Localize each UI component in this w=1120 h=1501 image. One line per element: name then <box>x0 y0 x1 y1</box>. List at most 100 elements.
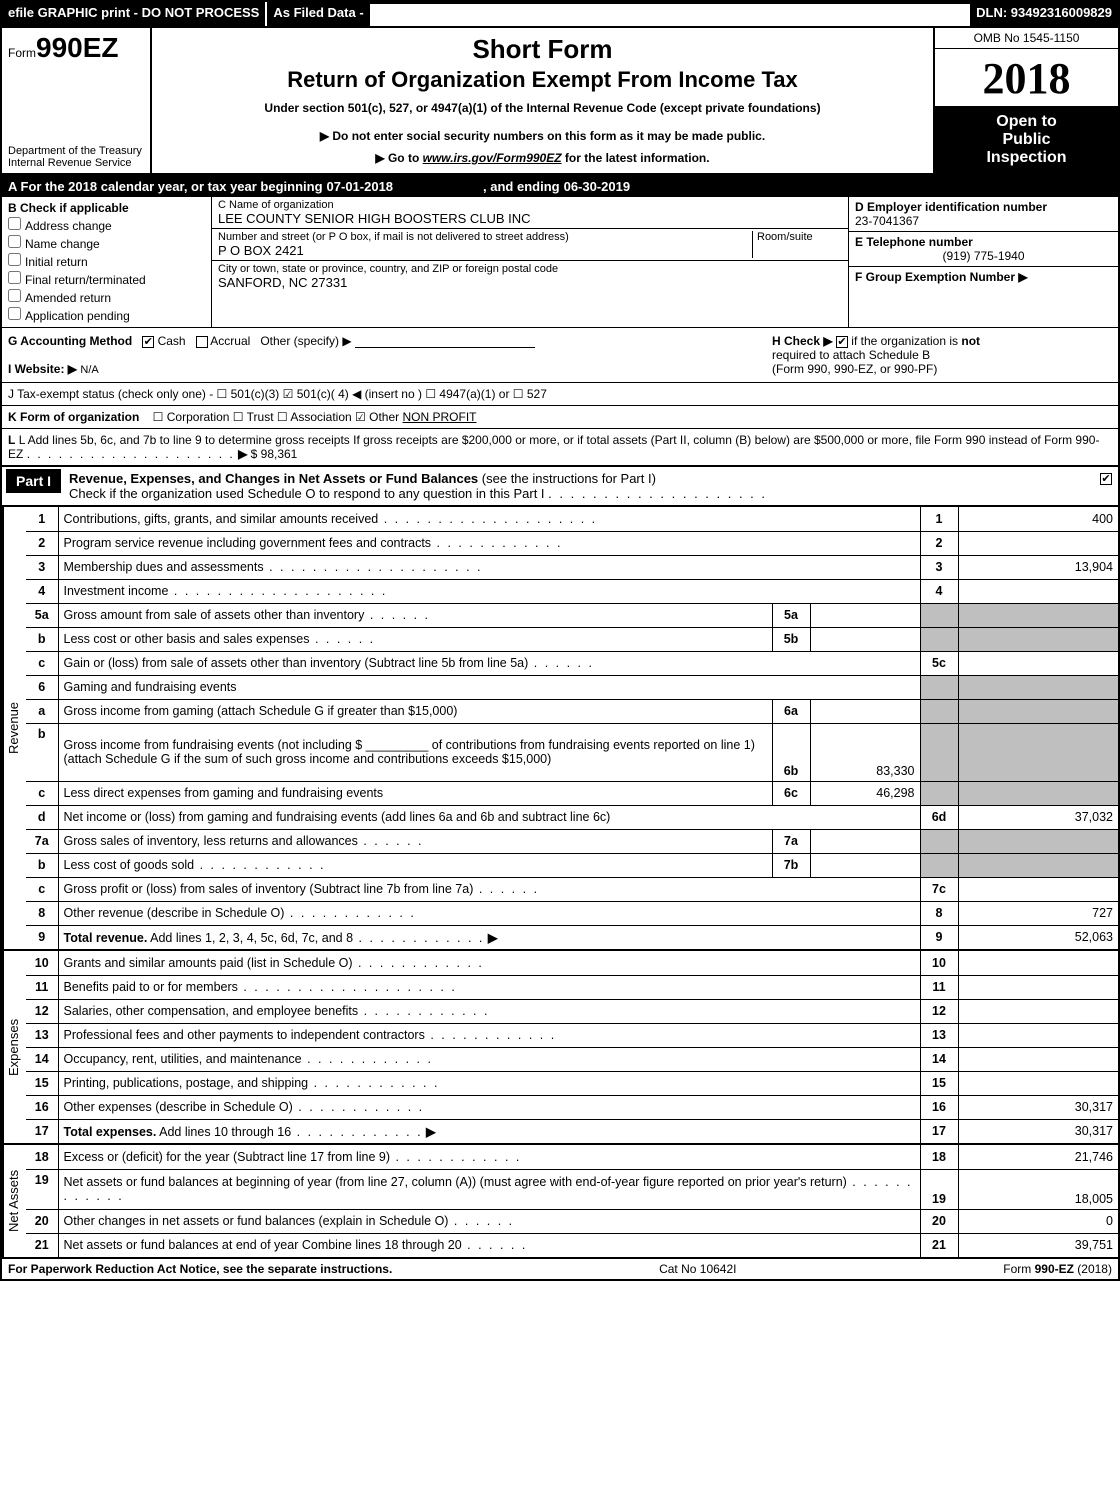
line-rv: 52,063 <box>958 925 1118 949</box>
line-l: L L Add lines 5b, 6c, and 7b to line 9 t… <box>2 429 1118 465</box>
shade-cell <box>920 829 958 853</box>
line-rv <box>958 579 1118 603</box>
line-num: b <box>26 853 58 877</box>
line-6b: b Gross income from fundraising events (… <box>26 723 1118 781</box>
shade-cell <box>920 627 958 651</box>
line-desc: Gross amount from sale of assets other t… <box>64 608 365 622</box>
dots-icon <box>353 956 484 970</box>
header-right-box: OMB No 1545-1150 2018 Open to Public Ins… <box>933 28 1118 173</box>
addr-label: Number and street (or P O box, if mail i… <box>218 231 752 243</box>
line-mn: 6c <box>772 781 810 805</box>
line-rn: 16 <box>920 1095 958 1119</box>
checkbox-accrual-icon[interactable] <box>196 336 208 348</box>
shade-cell <box>920 853 958 877</box>
subtitle-1: Under section 501(c), 527, or 4947(a)(1)… <box>160 101 925 115</box>
form-header: Form990EZ Department of the Treasury Int… <box>2 26 1118 176</box>
part-1-checkbox-wrap: ✔ <box>1094 467 1118 489</box>
line-rn: 20 <box>920 1209 958 1233</box>
line-rn: 3 <box>920 555 958 579</box>
as-filed-value <box>370 2 382 26</box>
footer-right: Form 990-EZ (2018) <box>1003 1262 1112 1276</box>
line-num: 7a <box>26 829 58 853</box>
irs-link[interactable]: www.irs.gov/Form990EZ <box>423 151 562 165</box>
line-desc: Add lines 10 through 16 <box>156 1125 291 1139</box>
dots-icon <box>308 1076 439 1090</box>
line-rn: 13 <box>920 1023 958 1047</box>
line-num: b <box>26 723 58 781</box>
line-num: 17 <box>26 1119 58 1143</box>
line-desc: Gross income from gaming (attach Schedul… <box>64 704 458 718</box>
checkbox-h-icon[interactable]: ✔ <box>836 336 848 348</box>
line-desc: Contributions, gifts, grants, and simila… <box>64 512 379 526</box>
checkbox-part1-icon[interactable]: ✔ <box>1100 473 1112 485</box>
line-desc: Grants and similar amounts paid (list in… <box>64 956 353 970</box>
chk-final-return[interactable]: Final return/terminated <box>8 271 205 287</box>
checkbox-icon[interactable] <box>8 217 21 230</box>
line-rn: 5c <box>920 651 958 675</box>
line-rv: 18,005 <box>958 1169 1118 1209</box>
subtitle-2: ▶ Do not enter social security numbers o… <box>160 129 925 143</box>
line-rn: 1 <box>920 507 958 531</box>
line-rv <box>958 1047 1118 1071</box>
box-b: B Check if applicable Address change Nam… <box>2 197 212 327</box>
k-label: K Form of organization <box>8 410 139 424</box>
shade-cell <box>958 829 1118 853</box>
checkbox-icon[interactable] <box>8 253 21 266</box>
line-num: 11 <box>26 975 58 999</box>
topbar-spacer <box>382 2 970 26</box>
phone-value: (919) 775-1940 <box>855 249 1112 263</box>
line-desc: Gaming and fundraising events <box>64 680 237 694</box>
checkbox-icon[interactable] <box>8 271 21 284</box>
form-title: Return of Organization Exempt From Incom… <box>160 67 925 93</box>
line-k: K Form of organization ☐ Corporation ☐ T… <box>2 406 1118 429</box>
line-rv: 37,032 <box>958 805 1118 829</box>
part-1-check-line: Check if the organization used Schedule … <box>69 486 545 501</box>
line-10: 10 Grants and similar amounts paid (list… <box>26 951 1118 975</box>
box-f: F Group Exemption Number ▶ <box>849 267 1118 287</box>
sub3-post: for the latest information. <box>562 151 710 165</box>
chk-initial-return[interactable]: Initial return <box>8 253 205 269</box>
line-20: 20 Other changes in net assets or fund b… <box>26 1209 1118 1233</box>
line-mn: 6b <box>772 723 810 781</box>
chk-application-pending[interactable]: Application pending <box>8 307 205 323</box>
chk-address-change[interactable]: Address change <box>8 217 205 233</box>
chk-name-change[interactable]: Name change <box>8 235 205 251</box>
line-18: 18 Excess or (deficit) for the year (Sub… <box>26 1145 1118 1169</box>
checkbox-icon[interactable] <box>8 307 21 320</box>
line-rv <box>958 951 1118 975</box>
k-other-value: NON PROFIT <box>402 410 476 424</box>
chk-amended-return[interactable]: Amended return <box>8 289 205 305</box>
line-mn: 7b <box>772 853 810 877</box>
line-num: 19 <box>26 1169 58 1209</box>
checkbox-cash-icon[interactable]: ✔ <box>142 336 154 348</box>
line-desc: Benefits paid to or for members <box>64 980 238 994</box>
g-other-input[interactable] <box>355 347 535 348</box>
line-desc: Add lines 1, 2, 3, 4, 5c, 6d, 7c, and 8 <box>147 931 353 945</box>
sub3-pre: ▶ Go to <box>375 151 422 165</box>
shade-cell <box>958 627 1118 651</box>
line-a-label: A For the 2018 calendar year, or tax yea… <box>8 179 323 194</box>
line-num: 14 <box>26 1047 58 1071</box>
line-15: 15 Printing, publications, postage, and … <box>26 1071 1118 1095</box>
line-16: 16 Other expenses (describe in Schedule … <box>26 1095 1118 1119</box>
line-rv <box>958 877 1118 901</box>
checkbox-icon[interactable] <box>8 289 21 302</box>
line-desc: Other changes in net assets or fund bala… <box>64 1214 449 1228</box>
dln-number: DLN: 93492316009829 <box>970 2 1118 26</box>
line-num: d <box>26 805 58 829</box>
line-12: 12 Salaries, other compensation, and emp… <box>26 999 1118 1023</box>
dots-icon <box>302 1052 433 1066</box>
k-opts: ☐ Corporation ☐ Trust ☐ Association ☑ Ot… <box>153 410 399 424</box>
dots-icon <box>238 980 457 994</box>
org-name-row: C Name of organization LEE COUNTY SENIOR… <box>212 197 848 229</box>
form-number-text: 990EZ <box>36 32 119 63</box>
line-7a: 7a Gross sales of inventory, less return… <box>26 829 1118 853</box>
line-mv <box>810 829 920 853</box>
arrow-icon: ▶ <box>426 1125 436 1139</box>
line-mv <box>810 603 920 627</box>
checkbox-icon[interactable] <box>8 235 21 248</box>
line-num: 13 <box>26 1023 58 1047</box>
footer-left: For Paperwork Reduction Act Notice, see … <box>8 1262 392 1276</box>
h-text2: required to attach Schedule B <box>772 348 930 362</box>
line-7b: b Less cost of goods sold 7b <box>26 853 1118 877</box>
